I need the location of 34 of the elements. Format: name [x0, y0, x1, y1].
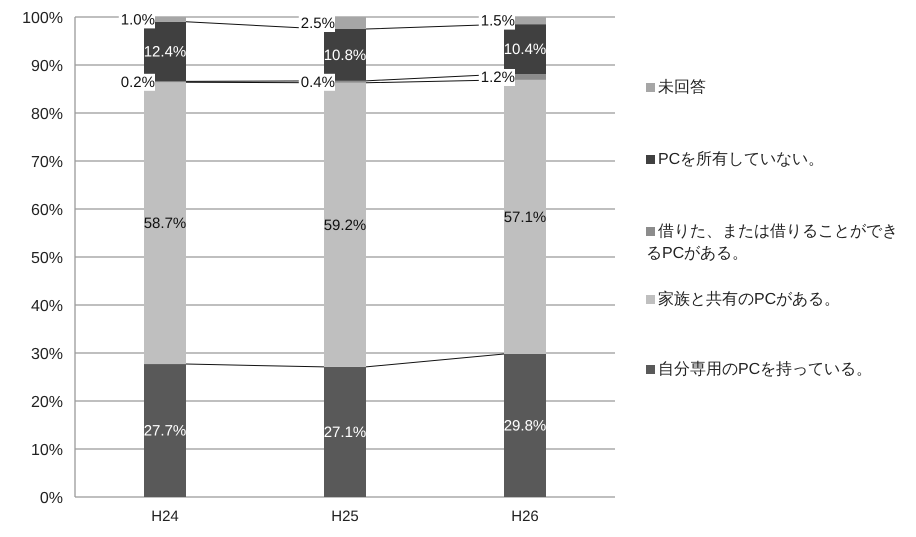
y-tick-label: 40% — [30, 298, 63, 315]
y-tick-label: 90% — [30, 58, 63, 75]
y-tick-label: 70% — [30, 154, 63, 171]
data-label: 1.0% — [120, 11, 155, 28]
data-label: 57.1% — [504, 208, 546, 226]
y-tick-label: 20% — [30, 394, 63, 411]
legend-label: PCを所有していない。 — [657, 150, 826, 170]
y-tick-label: 10% — [30, 442, 63, 459]
data-label: 59.2% — [324, 216, 366, 234]
y-tick-label: 100% — [22, 10, 63, 27]
data-label: 29.8% — [504, 417, 546, 434]
data-label: 2.5% — [300, 15, 335, 32]
x-tick-label: H25 — [331, 508, 359, 525]
data-label: 1.2% — [480, 69, 515, 86]
data-label: 58.7% — [144, 215, 186, 232]
legend-label: 家族と共有のPCがある。 — [657, 290, 842, 310]
data-label: 12.4% — [144, 44, 186, 61]
data-label: 27.1% — [324, 424, 366, 441]
y-tick-label: 0% — [40, 490, 63, 507]
data-label: 10.4% — [504, 41, 546, 58]
x-tick-label: H26 — [511, 508, 539, 525]
y-tick-label: 50% — [30, 250, 63, 267]
data-label: 1.5% — [480, 12, 515, 30]
y-tick-label: 60% — [30, 202, 63, 219]
data-label: 0.4% — [300, 74, 335, 91]
data-label: 27.7% — [144, 422, 186, 440]
y-tick-label: 30% — [30, 346, 63, 363]
data-label: 10.8% — [324, 46, 366, 64]
legend-label: 借りた、または借りることができるPCがある。 — [646, 222, 899, 264]
x-tick-label: H24 — [151, 508, 179, 525]
legend-label: 未回答 — [657, 78, 707, 98]
legend-label: 自分専用のPCを持っている。 — [657, 360, 874, 380]
y-tick-label: 80% — [30, 106, 63, 123]
data-label: 0.2% — [120, 74, 155, 91]
